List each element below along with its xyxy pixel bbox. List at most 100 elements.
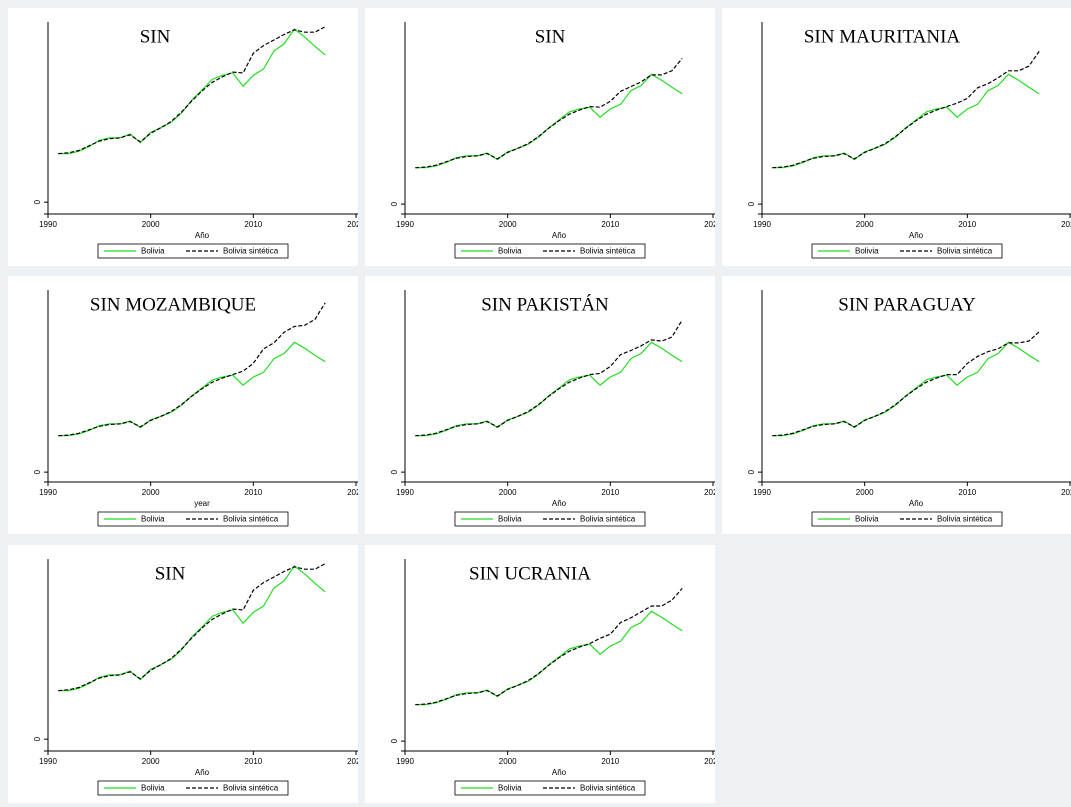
y-tick-label: 0 (747, 469, 756, 474)
legend-label: Bolivia sintética (223, 784, 279, 793)
x-tick-label: 1990 (396, 757, 414, 766)
legend-label: Bolivia (498, 515, 522, 524)
x-tick-label: 2010 (601, 220, 619, 229)
x-tick-label: 2010 (244, 488, 262, 497)
x-tick-label: 2010 (958, 220, 976, 229)
legend-label: Bolivia (498, 247, 522, 256)
series-line (415, 319, 683, 437)
x-tick-label: 2020 (347, 488, 358, 497)
x-axis-label: year (194, 499, 210, 508)
legend: Bolivia Bolivia sintética (97, 243, 289, 259)
x-tick-label: 2000 (142, 488, 160, 497)
series-line (772, 341, 1040, 437)
x-tick-label: 1990 (39, 488, 57, 497)
chart-title: SIN (155, 563, 186, 584)
x-tick-label: 2020 (704, 488, 715, 497)
legend-label: Bolivia sintética (580, 247, 636, 256)
legend: Bolivia Bolivia sintética (97, 511, 289, 527)
series-line (58, 26, 326, 155)
series-line (415, 73, 683, 169)
x-tick-label: 1990 (39, 220, 57, 229)
series-line (415, 58, 683, 169)
legend: Bolivia Bolivia sintética (811, 511, 1003, 527)
x-tick-label: 2010 (601, 757, 619, 766)
legend-label: Bolivia sintética (937, 515, 993, 524)
y-tick-label: 0 (390, 201, 399, 206)
x-tick-label: 2000 (499, 757, 517, 766)
x-tick-label: 2020 (1061, 488, 1071, 497)
legend: Bolivia Bolivia sintética (454, 780, 646, 796)
x-tick-label: 2020 (704, 757, 715, 766)
y-tick-label: 0 (33, 736, 42, 741)
chart-title: SIN PARAGUAY (838, 294, 976, 315)
chart-title: SIN MOZAMBIQUE (90, 294, 256, 315)
legend-label: Bolivia (141, 515, 165, 524)
series-line (415, 341, 683, 437)
chart-panel: 0 1990 2000 2010 2020 year SIN MOZAMBIQUE Boliv… (8, 276, 358, 534)
legend: Bolivia Bolivia sintética (811, 243, 1003, 259)
chart-title: SIN UCRANIA (469, 563, 591, 584)
legend-label: Bolivia sintética (580, 515, 636, 524)
chart-title: SIN (535, 26, 566, 47)
legend-label: Bolivia sintética (937, 247, 993, 256)
legend-label: Bolivia (498, 784, 522, 793)
legend-label: Bolivia sintética (580, 784, 636, 793)
series-line (772, 331, 1040, 437)
x-axis-label: Año (909, 231, 924, 240)
x-axis-label: Año (195, 768, 210, 777)
legend-label: Bolivia (141, 247, 165, 256)
x-axis-label: Año (552, 499, 567, 508)
y-tick-label: 0 (33, 469, 42, 474)
chart-panel: 0 1990 2000 2010 2020 Año SIN Bolivia Bolivia si… (8, 545, 358, 803)
chart-title: SIN PAKISTÁN (481, 293, 609, 315)
chart-panel: 0 1990 2000 2010 2020 Año SIN Bolivia Bolivia si… (8, 8, 358, 266)
x-tick-label: 1990 (753, 220, 771, 229)
chart-panel: 0 1990 2000 2010 2020 Año SIN Bolivia Bolivia si… (365, 8, 715, 266)
x-tick-label: 2000 (499, 220, 517, 229)
x-tick-label: 2020 (1061, 220, 1071, 229)
legend-label: Bolivia (855, 515, 879, 524)
y-tick-label: 0 (390, 469, 399, 474)
series-line (58, 341, 326, 437)
x-tick-label: 1990 (396, 488, 414, 497)
y-tick-label: 0 (390, 738, 399, 743)
x-tick-label: 1990 (39, 757, 57, 766)
x-tick-label: 2010 (244, 220, 262, 229)
legend: Bolivia Bolivia sintética (97, 780, 289, 796)
legend: Bolivia Bolivia sintética (454, 243, 646, 259)
chart-title: SIN MAURITANIA (804, 26, 961, 47)
x-axis-label: Año (909, 499, 924, 508)
x-tick-label: 2000 (856, 488, 874, 497)
chart-panel: 01990200020102020AñoSIN PARAGUAYBoliviaB… (722, 276, 1071, 534)
y-tick-label: 0 (747, 201, 756, 206)
series-line (58, 565, 326, 692)
legend-label: Bolivia sintética (223, 247, 279, 256)
x-tick-label: 2000 (142, 757, 160, 766)
legend-label: Bolivia (855, 247, 879, 256)
x-tick-label: 2020 (347, 220, 358, 229)
x-tick-label: 2020 (704, 220, 715, 229)
series-line (772, 73, 1040, 169)
series-line (58, 563, 326, 692)
chart-panel: 01990200020102020AñoSIN UCRANIABoliviaBo… (365, 545, 715, 803)
legend-label: Bolivia (141, 784, 165, 793)
x-tick-label: 1990 (753, 488, 771, 497)
chart-title: SIN (140, 26, 171, 47)
x-axis-label: Año (195, 231, 210, 240)
x-tick-label: 2010 (958, 488, 976, 497)
series-line (58, 28, 326, 155)
series-line (415, 588, 683, 706)
x-tick-label: 2020 (347, 757, 358, 766)
series-line (772, 51, 1040, 169)
series-line (58, 302, 326, 437)
x-tick-label: 2000 (142, 220, 160, 229)
x-tick-label: 2000 (856, 220, 874, 229)
x-tick-label: 2000 (499, 488, 517, 497)
chart-panel: 0 1990 2000 2010 2020 Año SIN MAURITANIA Bolivi… (722, 8, 1071, 266)
x-tick-label: 2010 (244, 757, 262, 766)
x-axis-label: Año (552, 231, 567, 240)
legend: Bolivia Bolivia sintética (454, 511, 646, 527)
x-axis-label: Año (552, 768, 567, 777)
chart-panel: 01990200020102020AñoSIN PAKISTÁNBoliviaB… (365, 276, 715, 534)
